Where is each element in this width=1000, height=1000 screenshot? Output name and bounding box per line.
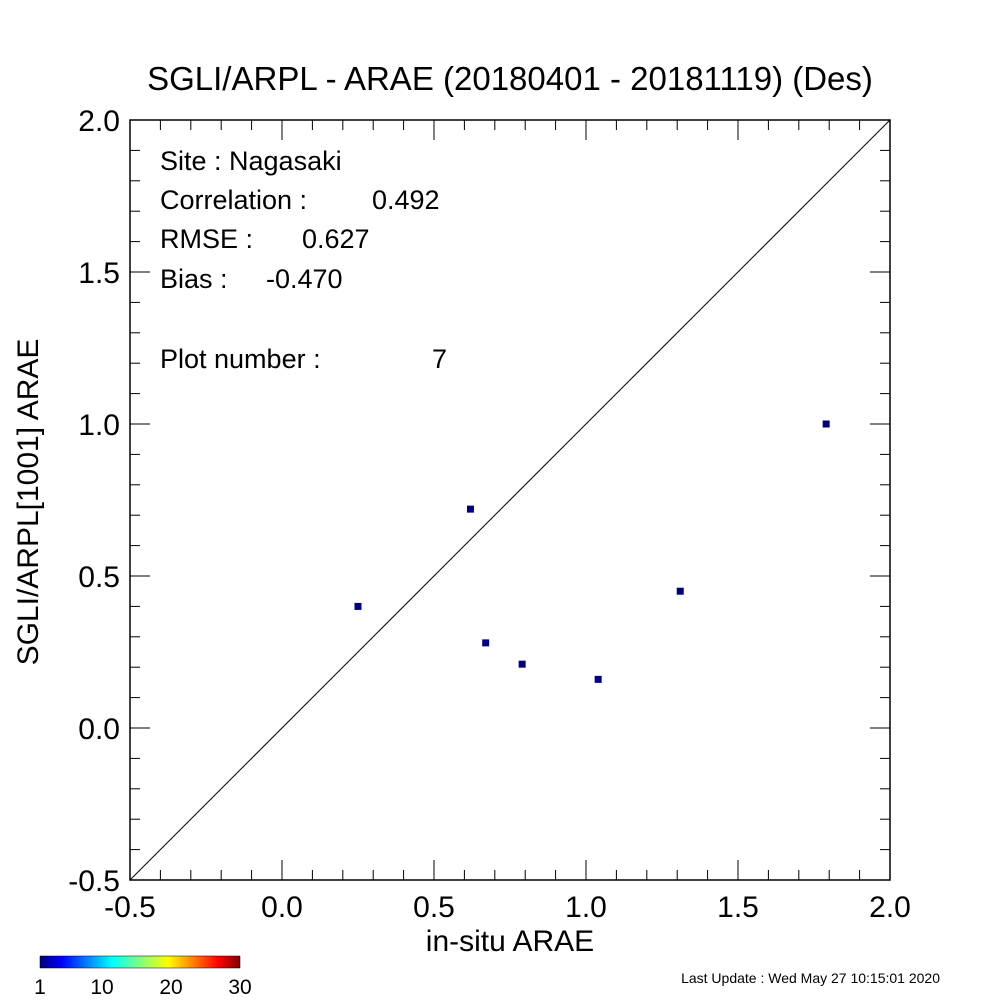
y-tick-label: 2.0 [78,105,120,138]
chart-title: SGLI/ARPL - ARAE (20180401 - 20181119) (… [147,60,873,97]
data-point [676,587,684,595]
plot-frame [129,119,891,881]
correlation-value: 0.492 [372,185,440,215]
y-tick-label: 0.0 [78,713,120,746]
y-tick-label: 1.0 [78,409,120,442]
colorbar-labels: 1 10 20 30 [34,976,252,999]
colorbar-gradient [39,955,241,969]
data-point [354,602,362,610]
bias-value: -0.470 [266,264,343,294]
x-tick-label: 0.5 [413,891,455,924]
colorbar-tick-label: 20 [159,976,182,999]
data-point [594,675,602,683]
x-axis-label: in-situ ARAE [426,925,594,958]
colorbar-tick-label: 30 [228,976,251,999]
y-tick-labels: -0.5 0.0 0.5 1.0 1.5 2.0 [68,105,120,898]
one-to-one-line [129,119,891,881]
last-update-text: Last Update : Wed May 27 10:15:01 2020 [681,970,940,986]
x-tick-label: -0.5 [104,891,156,924]
plot-number-label: Plot number : [160,344,321,374]
data-point [482,639,490,647]
colorbar-tick-label: 1 [34,976,46,999]
colorbar: 1 10 20 30 [34,955,252,999]
data-point [466,505,474,513]
plot-number-value: 7 [432,344,447,374]
x-tick-label: 0.0 [261,891,303,924]
x-tick-label: 1.5 [717,891,759,924]
y-tick-label: -0.5 [68,865,120,898]
data-point [822,420,830,428]
y-tick-label: 0.5 [78,561,120,594]
x-tick-label: 2.0 [869,891,911,924]
rmse-value: 0.627 [302,224,370,254]
data-points [354,420,830,683]
y-axis-label: SGLI/ARPL[1001] ARAE [12,339,45,666]
data-point [518,660,526,668]
rmse-label: RMSE : [160,224,253,254]
site-label: Site : Nagasaki [160,146,342,176]
y-tick-label: 1.5 [78,257,120,290]
bias-label: Bias : [160,264,228,294]
x-tick-labels: -0.5 0.0 0.5 1.0 1.5 2.0 [104,891,911,924]
colorbar-tick-label: 10 [90,976,113,999]
stats-annotation: Site : Nagasaki Correlation : 0.492 RMSE… [160,146,447,374]
x-tick-label: 1.0 [565,891,607,924]
correlation-label: Correlation : [160,185,307,215]
